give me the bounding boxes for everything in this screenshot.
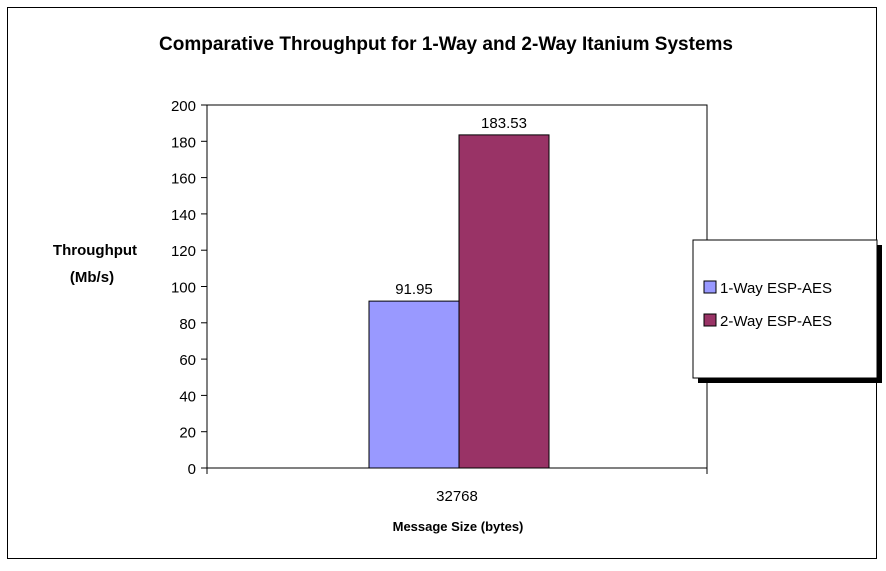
y-tick-label: 200	[171, 98, 196, 115]
y-axis: 0 20 40 60 80 100 120 140 160 180 200	[171, 98, 207, 478]
legend-box	[692, 239, 878, 379]
y-axis-label-line-1: Throughput	[53, 242, 137, 259]
y-tick-label: 20	[179, 425, 196, 442]
legend-swatch	[703, 280, 717, 294]
y-tick-label: 40	[179, 388, 196, 405]
y-axis-label-line-2: (Mb/s)	[70, 269, 114, 286]
x-axis: 32768	[206, 468, 708, 505]
bars-group: 91.95 183.53	[368, 115, 550, 469]
bar-2	[458, 134, 550, 469]
y-tick-label: 140	[171, 207, 196, 224]
x-axis-label: Message Size (bytes)	[393, 519, 524, 534]
y-tick-label: 0	[188, 461, 196, 478]
legend-swatch	[703, 313, 717, 327]
x-tick-label: 32768	[436, 488, 478, 505]
y-tick-label: 120	[171, 243, 196, 260]
legend-label: 2-Way ESP-AES	[720, 313, 832, 330]
chart-title: Comparative Throughput for 1-Way and 2-W…	[159, 34, 733, 55]
legend-label: 1-Way ESP-AES	[720, 280, 832, 297]
data-label: 183.53	[481, 115, 527, 132]
bar-1	[368, 300, 460, 469]
legend: 1-Way ESP-AES 2-Way ESP-AES	[703, 280, 832, 330]
y-tick-label: 100	[171, 280, 196, 297]
y-tick-label: 80	[179, 316, 196, 333]
y-tick-label: 60	[179, 352, 196, 369]
y-tick-label: 180	[171, 134, 196, 151]
data-label: 91.95	[395, 281, 433, 298]
y-tick-label: 160	[171, 171, 196, 188]
